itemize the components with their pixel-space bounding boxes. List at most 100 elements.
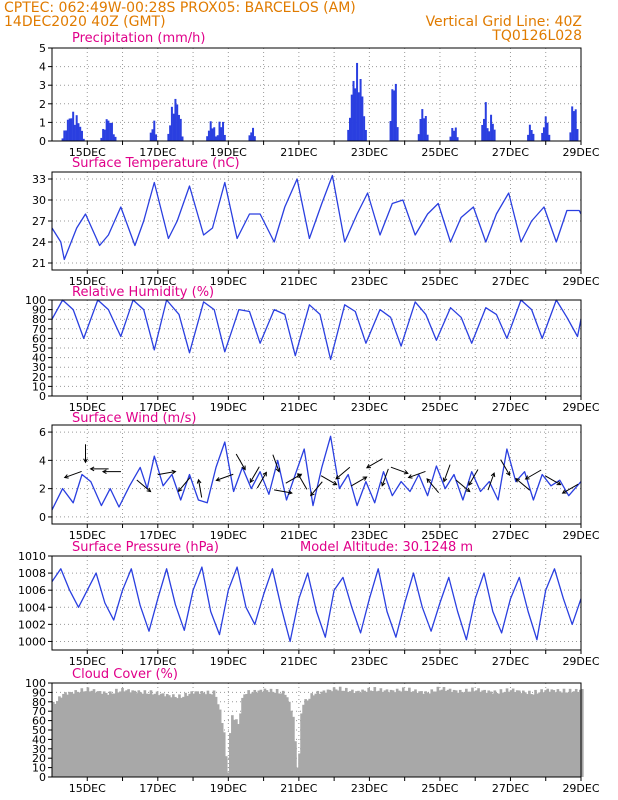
cloud-bar — [336, 690, 340, 777]
wind-arrowhead — [556, 480, 562, 486]
y-tick-label: 5 — [39, 42, 46, 55]
x-tick-label: 29DEC — [562, 655, 599, 668]
precip-bar — [155, 134, 158, 141]
cloud-bar — [281, 690, 285, 777]
wind-arrow — [272, 454, 280, 472]
y-tick-label: 1006 — [18, 584, 46, 597]
wind-arrow — [562, 483, 579, 494]
y-tick-label: 33 — [32, 173, 46, 186]
cloud-bar — [347, 692, 350, 777]
x-tick-label: 23DEC — [351, 529, 388, 542]
precip-bar — [209, 121, 212, 141]
cloud-bar — [581, 688, 584, 777]
x-tick-label: 19DEC — [210, 529, 247, 542]
cloud-bar — [373, 687, 377, 777]
cloud-bar — [542, 692, 545, 777]
vertical-grid-note: Vertical Grid Line: 40Z — [425, 14, 582, 30]
precip-bar — [527, 134, 530, 141]
x-tick-label: 21DEC — [280, 275, 317, 288]
y-tick-label: 90 — [32, 304, 46, 317]
cloud-bar — [389, 689, 393, 777]
x-tick-label: 27DEC — [492, 529, 529, 542]
wind-arrowhead — [262, 471, 267, 477]
cloud-bar — [275, 689, 279, 777]
panel-title: Relative Humidity (%) — [72, 285, 214, 300]
x-tick-label: 29DEC — [562, 782, 599, 795]
y-tick-label: 30 — [32, 194, 46, 207]
panel-title: Surface Pressure (hPa) — [72, 540, 219, 555]
y-tick-label: 27 — [32, 215, 46, 228]
cloud-bar — [526, 694, 529, 777]
series-line — [51, 435, 582, 511]
y-tick-label: 50 — [32, 342, 46, 355]
cloud-bar — [165, 694, 169, 777]
wind-arrowhead — [241, 465, 246, 471]
cloud-bar — [304, 699, 307, 777]
cloud-bar — [106, 694, 110, 777]
cloud-bar — [544, 690, 548, 777]
y-tick-label: 40 — [32, 352, 46, 365]
precip-bar — [490, 114, 493, 141]
cloud-bar — [524, 692, 527, 777]
panel-frame — [51, 555, 582, 651]
panel-title: Surface Wind (m/s) — [72, 411, 196, 426]
y-tick-label: 10 — [32, 762, 46, 775]
x-tick-label: 19DEC — [210, 655, 247, 668]
cloud-bar — [196, 691, 200, 777]
cloud-bar — [487, 690, 491, 777]
precip-bar — [149, 132, 152, 141]
precip-bar — [72, 111, 75, 141]
cloud-bar — [198, 693, 202, 777]
x-tick-label: 21DEC — [280, 146, 317, 159]
cloud-bar — [479, 691, 482, 777]
precip-bar — [359, 79, 362, 141]
station-title: CPTEC: 062:49W-00:28S PROX05: BARCELOS (… — [4, 0, 356, 16]
y-tick-label: 1 — [39, 116, 46, 129]
cloud-bar — [216, 704, 220, 777]
precip-bar — [486, 128, 489, 141]
cloud-bar — [167, 695, 171, 777]
cloud-bar — [477, 688, 480, 777]
x-tick-label: 17DEC — [139, 401, 176, 414]
cloud-bar — [86, 687, 90, 777]
cloud-bar — [119, 691, 122, 777]
wind-arrowhead — [146, 487, 152, 493]
cloud-bar — [52, 701, 55, 777]
wind-arrow — [515, 478, 531, 491]
cloud-bar — [328, 689, 332, 777]
cloud-bar — [76, 691, 80, 777]
x-tick-label: 25DEC — [421, 782, 458, 795]
x-tick-label: 29DEC — [562, 401, 599, 414]
cloud-bar — [324, 692, 328, 777]
cloud-bar — [416, 692, 419, 777]
cloud-bar — [161, 693, 165, 777]
cloud-bar — [430, 689, 434, 777]
cloud-bar — [104, 692, 108, 777]
cloud-bar — [406, 690, 409, 777]
cloud-bar — [288, 701, 291, 777]
cloud-bar — [456, 692, 460, 777]
x-tick-label: 15DEC — [69, 401, 106, 414]
cloud-bar — [94, 692, 98, 777]
y-tick-label: 70 — [32, 705, 46, 718]
cloud-bar — [249, 693, 252, 777]
wind-arrowhead — [332, 480, 338, 486]
cloud-bar — [562, 688, 566, 777]
cloud-bar — [391, 690, 395, 777]
cloud-bar — [214, 696, 218, 777]
wind-arrow — [381, 468, 389, 486]
wind-arrowhead — [335, 474, 341, 480]
precip-bar — [73, 124, 76, 141]
cloud-bar — [534, 689, 537, 777]
wind-arrow — [198, 479, 203, 498]
cloud-bar — [556, 689, 560, 777]
wind-arrowhead — [362, 476, 368, 481]
chart-header: CPTEC: 062:49W-00:28S PROX05: BARCELOS (… — [0, 0, 618, 48]
cloud-bar — [383, 690, 387, 777]
cloud-bar — [546, 688, 550, 777]
wind-arrow — [297, 473, 308, 490]
precip-bar — [211, 128, 214, 141]
wind-arrow — [256, 472, 267, 489]
cloud-bar — [353, 693, 356, 777]
x-tick-label: 15DEC — [69, 782, 106, 795]
